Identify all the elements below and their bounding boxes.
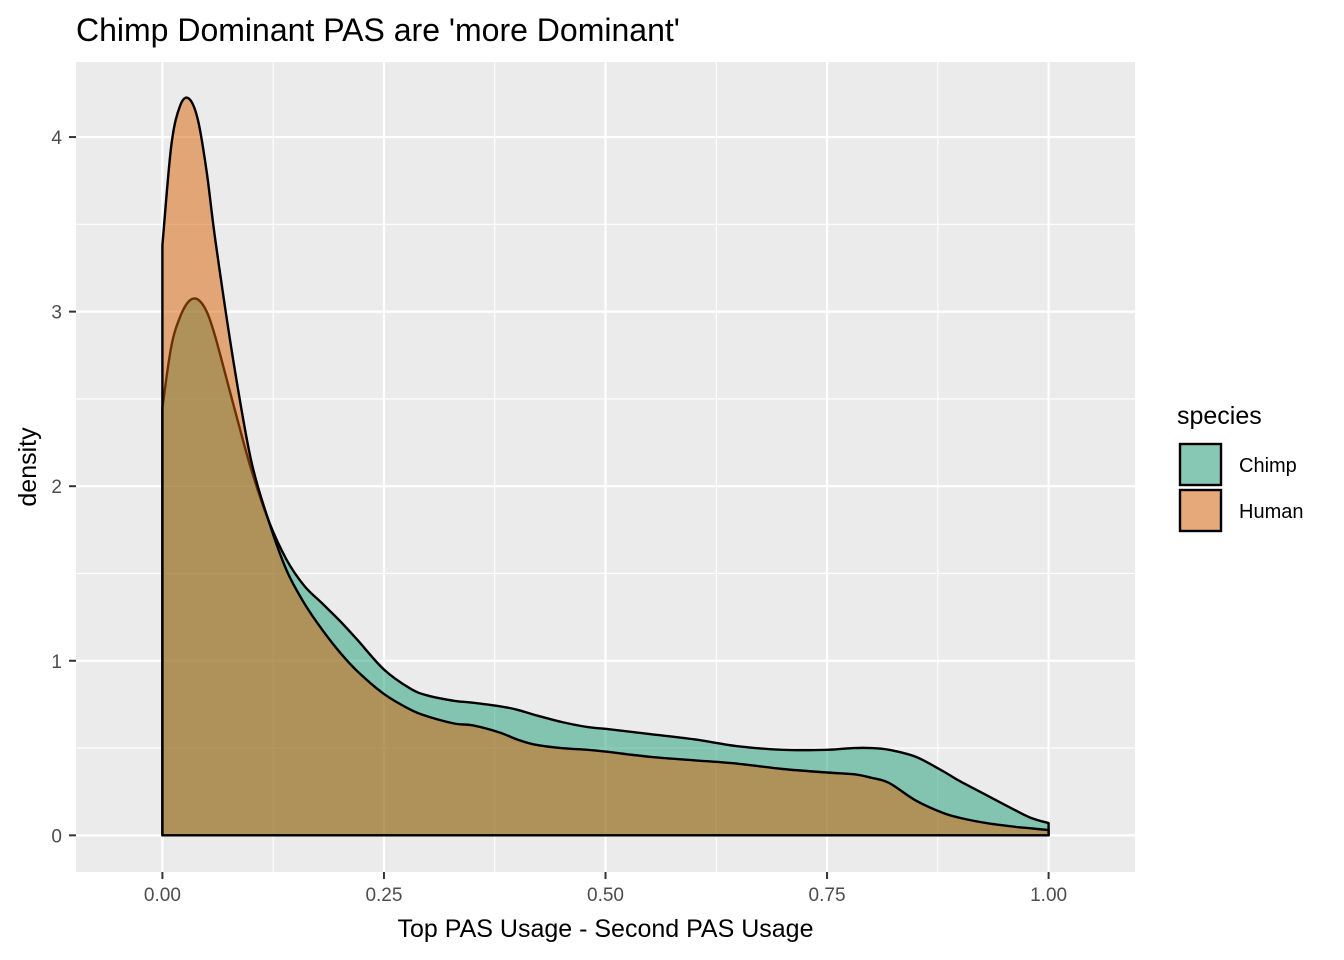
legend-key-human (1178, 488, 1223, 533)
chart-title: Chimp Dominant PAS are 'more Dominant' (76, 12, 680, 48)
legend-title: species (1177, 402, 1262, 430)
x-tick-label: 0.25 (365, 885, 402, 906)
y-tick-label: 4 (51, 128, 62, 149)
legend: species Chimp Human (1177, 402, 1303, 533)
x-axis-title: Top PAS Usage - Second PAS Usage (398, 915, 814, 943)
density-areas (161, 96, 1050, 837)
density-area-human (161, 96, 1050, 837)
legend-key-chimp (1178, 442, 1223, 487)
x-tick-label: 0.75 (809, 885, 846, 906)
x-tick-label: 0.50 (587, 885, 624, 906)
legend-label-chimp: Chimp (1239, 455, 1297, 477)
legend-items: Chimp Human (1178, 442, 1303, 533)
legend-label-human: Human (1239, 501, 1303, 523)
y-tick-label: 0 (51, 826, 62, 847)
y-axis-title: density (14, 427, 42, 507)
y-tick-label: 3 (51, 303, 62, 324)
x-tick-label: 0.00 (144, 885, 181, 906)
y-tick-label: 2 (51, 477, 62, 498)
axes: 0.00 0.25 0.50 0.75 1.00 0 1 2 3 4 (51, 128, 1067, 906)
x-tick-label: 1.00 (1030, 885, 1067, 906)
y-tick-label: 1 (51, 652, 62, 673)
